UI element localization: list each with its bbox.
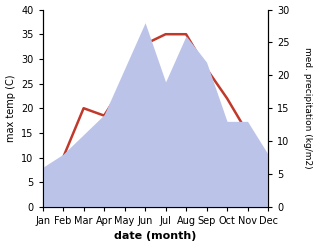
Y-axis label: max temp (C): max temp (C)	[5, 74, 16, 142]
X-axis label: date (month): date (month)	[114, 231, 197, 242]
Y-axis label: med. precipitation (kg/m2): med. precipitation (kg/m2)	[303, 47, 313, 169]
